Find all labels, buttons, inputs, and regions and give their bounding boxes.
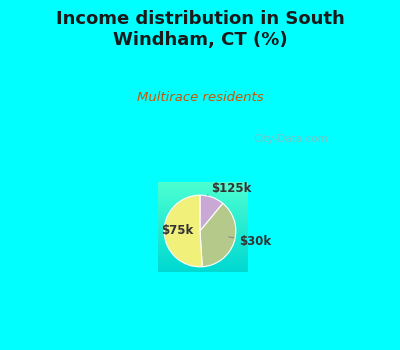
Text: $125k: $125k bbox=[208, 182, 251, 195]
Text: $30k: $30k bbox=[229, 235, 272, 248]
Text: $75k: $75k bbox=[162, 224, 194, 238]
Text: Income distribution in South
Windham, CT (%): Income distribution in South Windham, CT… bbox=[56, 10, 344, 49]
Wedge shape bbox=[164, 195, 202, 267]
Text: City-Data.com: City-Data.com bbox=[254, 134, 328, 144]
Wedge shape bbox=[200, 195, 223, 231]
Text: Multirace residents: Multirace residents bbox=[137, 91, 263, 104]
Wedge shape bbox=[200, 203, 236, 267]
